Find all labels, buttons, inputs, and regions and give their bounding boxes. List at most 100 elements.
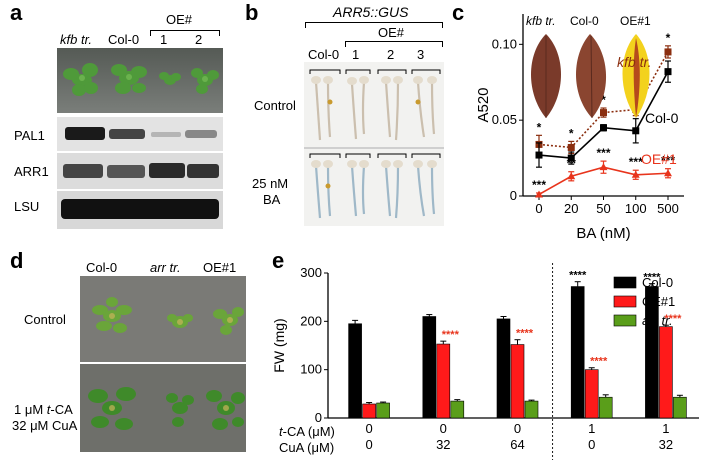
- panel-d-rosette-photo: [80, 276, 246, 452]
- blot-label-pal1: PAL1: [14, 128, 45, 143]
- panel-b-letter: b: [245, 0, 259, 25]
- panel-d-col-col0: Col-0: [86, 260, 118, 275]
- chart-c-xtick-label: 50: [596, 201, 610, 216]
- chart-e-tca-value: 1: [662, 421, 669, 436]
- chart-e-cua-value: 0: [588, 437, 595, 452]
- inset-label-col0: Col-0: [570, 14, 599, 28]
- panel-b-row-ba: BA: [263, 192, 281, 207]
- chart-e-bar: [598, 396, 613, 419]
- inset-label-kfb: kfb tr.: [526, 14, 556, 28]
- chart-e-legend-swatch: [613, 314, 637, 327]
- panel-c-leaf-inset: kfb tr. Col-0 OE#1: [524, 14, 664, 124]
- chart-e-bar: [659, 326, 673, 419]
- panel-a-col-oe1: 1: [160, 32, 168, 47]
- panel-a-group-label: OE#: [166, 12, 193, 27]
- panel-b-col-col0: Col-0: [308, 47, 340, 62]
- panel-d-row-tca: 1 μM t-CA: [14, 402, 73, 417]
- chart-e-cua-value: 0: [365, 437, 372, 452]
- chart-e-bar: [584, 369, 599, 419]
- chart-c-ylabel: A520: [475, 87, 492, 122]
- chart-c-sig-mark: ***: [661, 154, 675, 168]
- chart-e-tca-value: 1: [588, 421, 595, 436]
- chart-e-bar: [673, 396, 687, 419]
- panel-b-title: ARR5::GUS: [333, 4, 409, 20]
- chart-e-sig-mark: ****: [643, 272, 661, 284]
- blot-label-lsu: LSU: [14, 199, 40, 214]
- chart-c-point: [599, 163, 608, 171]
- chart-e-sig-mark: ****: [590, 356, 608, 368]
- chart-c-point: [664, 169, 672, 177]
- chart-e-bar: [436, 343, 451, 419]
- chart-e-sig-mark: ****: [516, 328, 534, 340]
- chart-c-ytick-label: 0: [510, 188, 517, 203]
- chart-c-label-col0: Col-0: [645, 110, 679, 126]
- chart-c-sig-mark: *: [601, 93, 606, 107]
- chart-c-sig-mark: ***: [596, 146, 610, 160]
- chart-c-point: [535, 151, 543, 159]
- panel-a-col-oe2: 2: [195, 32, 203, 47]
- chart-c-point: [567, 172, 576, 180]
- chart-e-cua-value: 64: [510, 437, 524, 452]
- chart-e-cua-value: 32: [659, 437, 673, 452]
- chart-e-row-label-tca: t-CA (μM): [279, 424, 335, 439]
- chart-e-container: 0 100 200 300 FW (mg) 0 0 **** 0 32 **** 0 64 **** ***…: [262, 255, 709, 460]
- panel-b-col-3: 3: [417, 47, 425, 62]
- chart-e-legend-label: arr tr.: [642, 313, 673, 328]
- chart-e-legend-label: OE#1: [642, 294, 675, 309]
- chart-c-point: [535, 190, 543, 198]
- chart-e-legend-label: Col-0: [642, 275, 673, 290]
- panel-d-letter: d: [10, 248, 24, 273]
- chart-e-bar: [362, 403, 376, 419]
- chart-c-xtick-label: 0: [535, 201, 542, 216]
- chart-c-point: [664, 48, 672, 56]
- chart-c-xtick-label: 100: [625, 201, 647, 216]
- panel-b-col-1: 1: [352, 47, 360, 62]
- chart-e-bar: [570, 286, 585, 419]
- chart-c-ytick-label: 0.10: [492, 36, 517, 51]
- panel-b-row-25nm: 25 nM: [252, 176, 289, 191]
- chart-e-legend-swatch: [613, 295, 637, 308]
- chart-e-bar: [524, 400, 539, 419]
- chart-c-sig-mark: *: [666, 31, 671, 45]
- chart-e-tca-value: 0: [514, 421, 521, 436]
- chart-e-bar: [422, 316, 437, 419]
- chart-c-sig-mark: ***: [629, 155, 643, 169]
- chart-e-sig-mark: ****: [664, 313, 682, 325]
- chart-e-ytick-label: 0: [315, 410, 322, 425]
- chart-c-label-kfb: kfb tr.: [617, 54, 652, 70]
- blot-label-arr1: ARR1: [14, 164, 49, 179]
- chart-c-xlabel: BA (nM): [576, 225, 630, 242]
- chart-e-bar: [450, 400, 465, 419]
- chart-c-container: 0 0.05 0.10 0 20 50 100 500 BA (nM) A520 * * * * *** **…: [466, 8, 709, 248]
- panel-d-col-arr: arr tr.: [150, 260, 181, 275]
- panel-a-col-col0: Col-0: [108, 32, 140, 47]
- chart-e-tca-value: 0: [440, 421, 447, 436]
- chart-e-sig-mark: ****: [569, 270, 587, 282]
- panel-b-group-bracket: [345, 41, 443, 47]
- chart-c-xtick-label: 500: [657, 201, 679, 216]
- chart-c-point: [664, 68, 672, 76]
- chart-e-bar: [376, 402, 390, 419]
- chart-e-bar: [510, 344, 525, 419]
- panel-b-row-control: Control: [254, 98, 296, 113]
- panel-b-group-label: OE#: [378, 25, 405, 40]
- chart-c-sig-mark: ***: [532, 178, 546, 192]
- panel-a-rosette-photo: [57, 48, 223, 113]
- chart-e-legend-swatch: [613, 276, 637, 289]
- chart-e-sig-mark: ****: [442, 329, 460, 341]
- chart-c-label-oe1: OE#1: [641, 151, 677, 167]
- chart-c-ytick-label: 0.05: [492, 112, 517, 127]
- panel-a-letter: a: [10, 0, 23, 25]
- panel-d-col-oe1: OE#1: [203, 260, 237, 275]
- chart-c-point: [632, 127, 640, 135]
- panel-d-row-cua: 32 μM CuA: [12, 418, 78, 433]
- chart-c-point: [567, 143, 575, 151]
- chart-e-ytick-label: 100: [300, 362, 322, 377]
- chart-e-row-label-cua: CuA (μM): [279, 440, 335, 455]
- panel-a-western-blots: [57, 117, 223, 229]
- chart-c-sig-mark: *: [537, 120, 542, 134]
- chart-e-ytick-label: 300: [300, 265, 322, 280]
- chart-e-cua-value: 32: [436, 437, 450, 452]
- chart-c-line-0: [538, 51, 669, 149]
